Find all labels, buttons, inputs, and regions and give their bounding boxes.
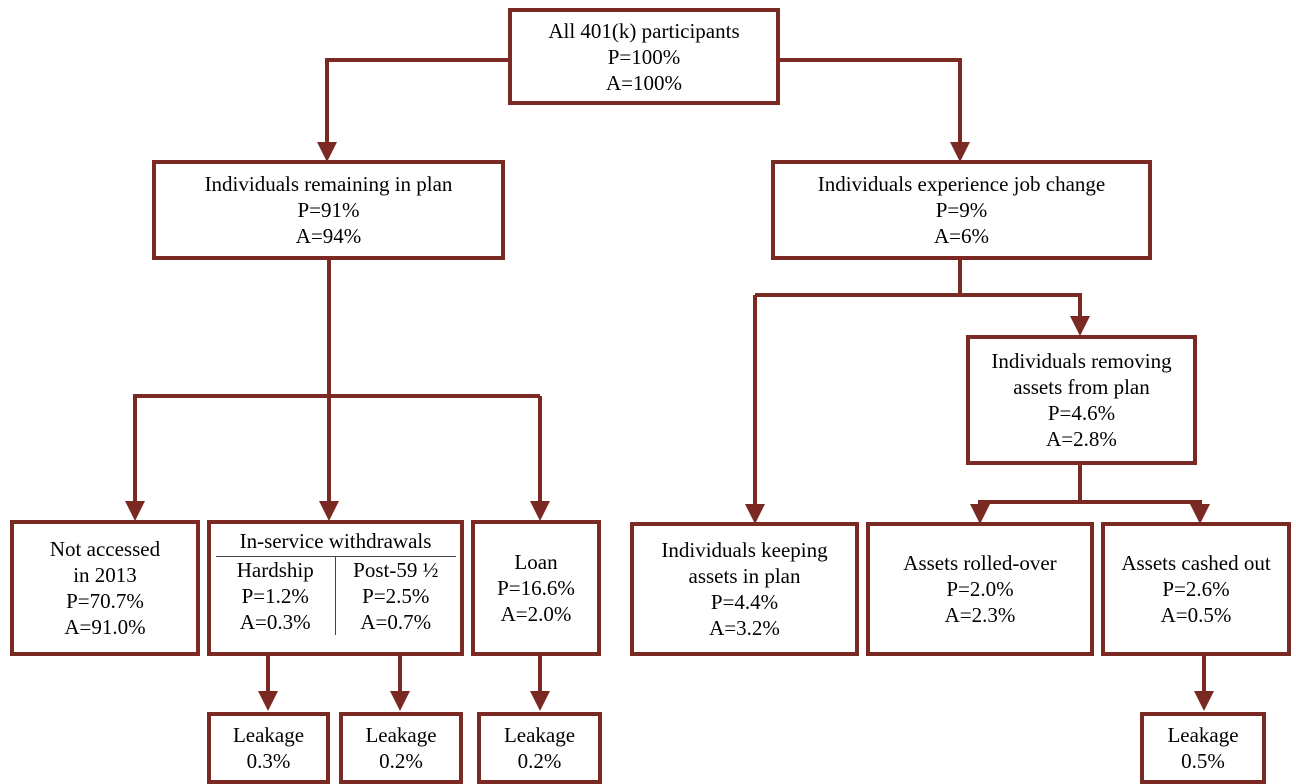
node-p-value: P=16.6% <box>497 576 575 600</box>
hardship-label: Hardship <box>236 558 314 582</box>
leakage-label: Leakage <box>1167 723 1239 747</box>
node-not-accessed: Not accessed in 2013 P=70.7% A=91.0% <box>10 520 200 656</box>
hardship-column: Hardship P=1.2% A=0.3% <box>216 557 336 635</box>
leakage-loan: Leakage 0.2% <box>477 712 602 784</box>
node-p-value: P=4.4% <box>710 590 779 614</box>
node-title: Loan <box>514 550 558 574</box>
node-a-value: A=94% <box>295 224 362 248</box>
node-p-value: P=4.6% <box>1047 401 1116 425</box>
node-in-service-withdrawals: In-service withdrawals Hardship P=1.2% A… <box>207 520 464 656</box>
node-a-value: A=91.0% <box>64 615 146 639</box>
arrow-root-to-remaining <box>317 58 508 162</box>
withdrawal-columns: Hardship P=1.2% A=0.3% Post-59 ½ P=2.5% … <box>216 557 456 635</box>
arrow-root-to-job-change <box>780 58 970 162</box>
leakage-value: 0.2% <box>379 749 423 773</box>
node-removing-assets: Individuals removing assets from plan P=… <box>966 335 1197 465</box>
node-a-value: A=0.5% <box>1160 603 1232 627</box>
leakage-cashed-out: Leakage 0.5% <box>1140 712 1266 784</box>
post59-a-value: A=0.7% <box>360 610 432 634</box>
leakage-value: 0.2% <box>517 749 562 773</box>
node-rolled-over: Assets rolled-over P=2.0% A=2.3% <box>866 522 1094 656</box>
node-a-value: A=2.0% <box>500 602 572 626</box>
node-title-line2: assets in plan <box>688 564 801 588</box>
node-title: All 401(k) participants <box>548 18 740 43</box>
post59-p-value: P=2.5% <box>362 584 430 608</box>
node-a-value: A=6% <box>933 224 989 248</box>
node-keeping-assets: Individuals keeping assets in plan P=4.4… <box>630 522 859 656</box>
leakage-label: Leakage <box>503 723 576 747</box>
node-title: Assets cashed out <box>1121 551 1271 575</box>
node-loan: Loan P=16.6% A=2.0% <box>471 520 601 656</box>
node-p-value: P=2.0% <box>946 577 1014 601</box>
node-title-line2: in 2013 <box>73 563 137 587</box>
node-a-value: A=100% <box>605 70 682 95</box>
node-title-line1: Individuals removing <box>991 349 1172 373</box>
node-title-line1: Individuals keeping <box>661 538 828 562</box>
node-p-value: P=91% <box>297 198 360 222</box>
leakage-hardship: Leakage 0.3% <box>207 712 330 784</box>
leakage-label: Leakage <box>365 723 437 747</box>
node-cashed-out: Assets cashed out P=2.6% A=0.5% <box>1101 522 1291 656</box>
node-all-participants: All 401(k) participants P=100% A=100% <box>508 8 780 105</box>
node-title-line1: Not accessed <box>49 537 161 561</box>
node-title: In-service withdrawals <box>215 528 456 557</box>
node-p-value: P=2.6% <box>1162 577 1230 601</box>
leakage-post59: Leakage 0.2% <box>339 712 463 784</box>
node-p-value: P=9% <box>935 198 988 222</box>
node-title-line2: assets from plan <box>1013 375 1150 399</box>
leakage-value: 0.3% <box>246 749 291 773</box>
node-title: Individuals experience job change <box>817 172 1106 196</box>
node-job-change: Individuals experience job change P=9% A… <box>771 160 1152 260</box>
node-a-value: A=2.3% <box>944 603 1016 627</box>
post59-label: Post-59 ½ <box>353 558 439 582</box>
hardship-a-value: A=0.3% <box>239 610 311 634</box>
node-a-value: A=3.2% <box>709 616 780 640</box>
post59-column: Post-59 ½ P=2.5% A=0.7% <box>335 557 456 635</box>
hardship-p-value: P=1.2% <box>241 584 309 608</box>
node-p-value: P=100% <box>607 44 681 69</box>
node-a-value: A=2.8% <box>1046 427 1117 451</box>
node-title: Assets rolled-over <box>903 551 1057 575</box>
leakage-label: Leakage <box>232 723 305 747</box>
leakage-value: 0.5% <box>1181 749 1225 773</box>
node-title: Individuals remaining in plan <box>204 172 453 196</box>
node-p-value: P=70.7% <box>66 589 144 613</box>
node-remaining-in-plan: Individuals remaining in plan P=91% A=94… <box>152 160 505 260</box>
